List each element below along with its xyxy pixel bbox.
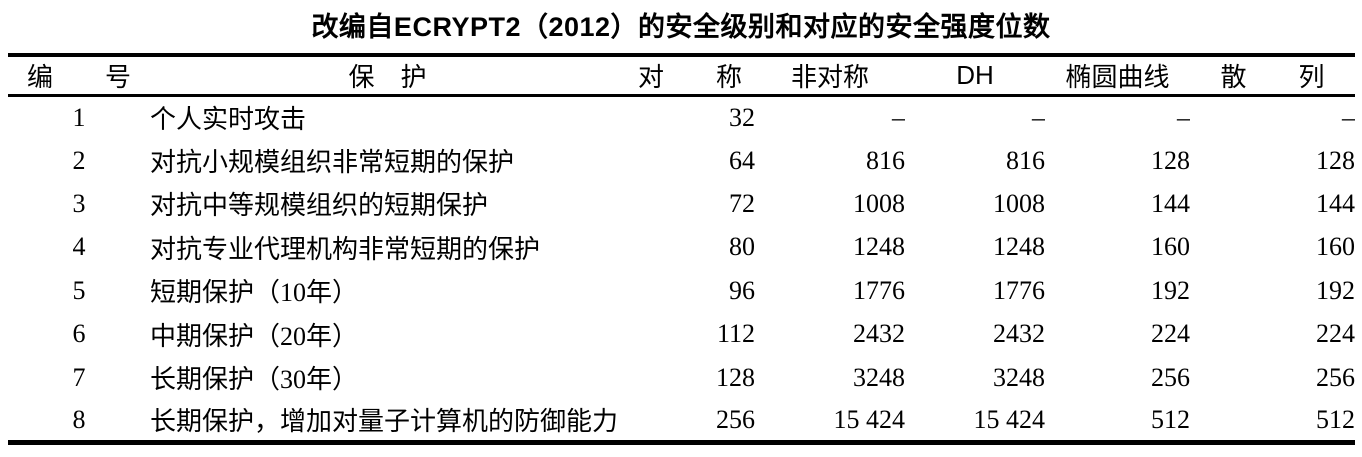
table-cell: 816: [866, 145, 905, 175]
table-row: 7 长期保护（30年） 128 3248 3248 256 256: [8, 356, 1356, 399]
table-cell: 160: [1316, 232, 1355, 262]
table-cell: 个人实时攻击: [150, 105, 307, 135]
table-cell: 2432: [853, 319, 905, 349]
table-cell: 816: [1006, 145, 1045, 175]
table-cell: –: [1177, 102, 1190, 132]
table-cell: 64: [729, 145, 755, 175]
table-cell: 长期保护，增加对量子计算机的防御能力: [150, 407, 619, 437]
col-header-symmetric: 对 称: [625, 55, 755, 97]
table-row: 2 对抗小规模组织非常短期的保护 64 816 816 128 128: [8, 139, 1356, 182]
table-cell: 32: [729, 102, 755, 132]
col-header-dh: DH: [905, 55, 1045, 97]
table-cell: 3: [72, 188, 86, 218]
header-row: 编 号 保 护 对 称 非对称 DH 椭圆曲线 散 列: [8, 55, 1355, 97]
table-cell: 5: [72, 275, 86, 305]
table-cell: 512: [1151, 404, 1190, 434]
table-body: 1 个人实时攻击 32– – – –2 对抗小规模组织非常短期的保护 64 816 816 128 1…: [8, 96, 1356, 443]
table-cell: 512: [1316, 404, 1355, 434]
table-cell: –: [1342, 102, 1355, 132]
table-cell: 3248: [993, 362, 1045, 392]
table-cell: 192: [1151, 275, 1190, 305]
table-cell: 128: [1151, 145, 1190, 175]
table-row: 8 长期保护，增加对量子计算机的防御能力 256 15 424 15 424 512 512: [8, 399, 1356, 442]
table-cell: 128: [1316, 145, 1355, 175]
table-cell: 1776: [853, 275, 905, 305]
table-row: 4 对抗专业代理机构非常短期的保护 80 1248 1248 160 160: [8, 226, 1356, 269]
table-cell: 1008: [853, 188, 905, 218]
table-cell: 4: [72, 232, 86, 262]
table-cell: 80: [729, 232, 755, 262]
table-cell: 1776: [993, 275, 1045, 305]
col-header-asymmetric: 非对称: [755, 55, 905, 97]
col-header-hash: 散 列: [1190, 55, 1355, 97]
table-row: 3 对抗中等规模组织的短期保护 72 1008 1008 144 144: [8, 182, 1356, 225]
table-cell: 96: [729, 275, 755, 305]
table-title: 改编自ECRYPT2（2012）的安全级别和对应的安全强度位数: [311, 12, 1051, 42]
table-cell: 72: [729, 188, 755, 218]
table-cell: 224: [1151, 319, 1190, 349]
table-cell: 对抗中等规模组织的短期保护: [150, 191, 489, 221]
table-cell: 7: [72, 362, 86, 392]
table-cell: 对抗小规模组织非常短期的保护: [150, 148, 515, 178]
col-header-index: 编 号: [8, 55, 150, 97]
table-row: 6 中期保护（20年） 112 2432 2432 224 224: [8, 312, 1356, 355]
table-row: 1 个人实时攻击 32 – – – –: [8, 96, 1356, 139]
table-cell: 长期保护（30年）: [150, 365, 359, 395]
table-cell: 1008: [993, 188, 1045, 218]
table-cell: 对抗专业代理机构非常短期的保护: [150, 234, 541, 264]
table-cell: 224: [1316, 319, 1355, 349]
table-cell: 3248: [853, 362, 905, 392]
col-header-elliptic-curve: 椭圆曲线: [1045, 55, 1190, 97]
table-cell: 2: [72, 145, 86, 175]
table-cell: 8: [72, 404, 86, 434]
table-cell: 256: [1316, 362, 1355, 392]
table-cell: 15 424: [973, 404, 1046, 434]
table-cell: –: [1032, 102, 1045, 132]
table-cell: 144: [1316, 188, 1355, 218]
table-cell: 160: [1151, 232, 1190, 262]
table-cell: 1: [72, 102, 86, 132]
table-cell: 2432: [993, 319, 1045, 349]
table-cell: 112: [716, 319, 755, 349]
table-row: 5 短期保护（10年） 96 1776 1776 192 192: [8, 269, 1356, 312]
col-header-protection: 保 护: [150, 55, 625, 97]
table-cell: 15 424: [833, 404, 906, 434]
table-cell: 中期保护（20年）: [150, 321, 359, 351]
table-header: 编 号 保 护 对 称 非对称 DH 椭圆曲线 散 列: [8, 55, 1355, 97]
table-cell: 1248: [993, 232, 1045, 262]
table-cell: 6: [72, 319, 86, 349]
table-cell: –: [892, 102, 905, 132]
table-cell: 192: [1316, 275, 1355, 305]
table-cell: 短期保护（10年）: [150, 278, 359, 308]
table-cell: 128: [716, 362, 755, 392]
table-cell: 1248: [853, 232, 905, 262]
table-cell: 256: [716, 404, 755, 434]
security-levels-table: 编 号 保 护 对 称 非对称 DH 椭圆曲线 散 列 1 个人实时攻击 32– – –…: [8, 53, 1356, 446]
table-cell: 256: [1151, 362, 1190, 392]
table-cell: 144: [1151, 188, 1190, 218]
